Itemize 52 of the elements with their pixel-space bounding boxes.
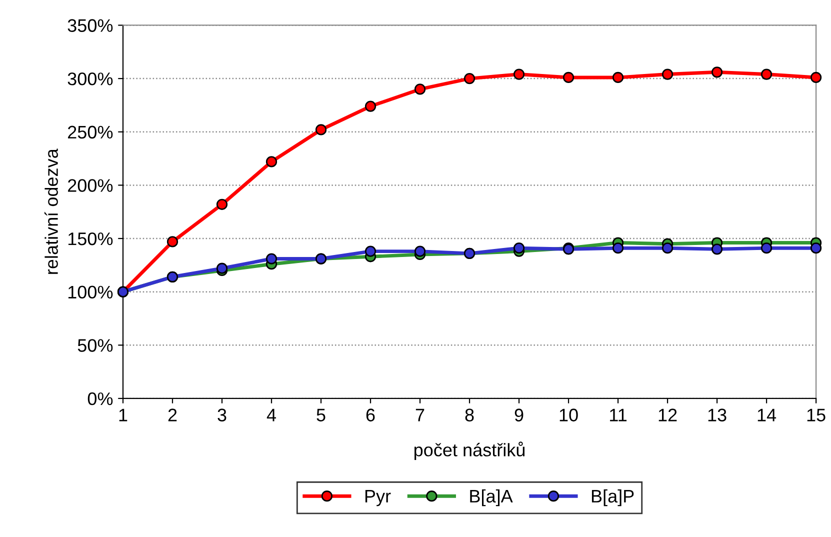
x-tick-label: 14 [758,408,776,422]
point [414,84,426,95]
x-tick-label: 12 [658,408,677,422]
y-tick-label: 200% [68,179,113,192]
point [760,68,772,80]
point [662,242,674,254]
y-tick-label: 100% [68,286,113,299]
x-tick-label: 15 [807,408,826,422]
x-axis-title: počet nástřiků [414,442,525,460]
point [364,246,376,257]
x-tick-label: 6 [366,408,375,422]
point [464,73,476,84]
legend-label: Pyr [365,490,391,506]
point [216,262,228,274]
point [414,246,426,257]
x-tick-label: 11 [610,408,627,422]
x-tick-label: 8 [465,408,474,422]
point [711,66,723,78]
point [266,156,278,168]
legend-label: B[a]P [592,489,634,506]
point [810,242,822,254]
x-tick-label: 2 [168,408,177,422]
point [612,72,624,84]
x-tick-label: 3 [218,408,226,422]
x-tick-label: 1 [119,408,128,422]
y-tick-label: 350% [68,19,113,32]
point [662,68,674,80]
y-tick-label: 250% [68,126,113,139]
point [166,236,178,248]
x-tick-label: 10 [560,408,578,422]
y-tick-label: 300% [68,72,113,86]
point [810,72,822,84]
legend-label: B[a]A [470,489,513,506]
y-axis-title: relativní odezva [44,148,58,274]
point [315,124,327,136]
x-tick-label: 9 [514,408,524,422]
point [266,253,278,264]
point [612,242,624,254]
x-tick-label: 13 [708,408,726,422]
y-tick-label: 150% [68,232,113,246]
x-tick-label: 5 [316,408,326,422]
point [711,244,723,255]
x-tick-label: 4 [266,408,276,422]
point [760,242,772,254]
point [513,68,525,80]
point [364,100,376,112]
x-tick-label: 7 [416,408,424,422]
point [216,198,228,210]
point [513,242,525,254]
y-tick-label: 50% [78,339,113,352]
y-tick-label: 0% [88,392,113,406]
point [562,72,574,84]
